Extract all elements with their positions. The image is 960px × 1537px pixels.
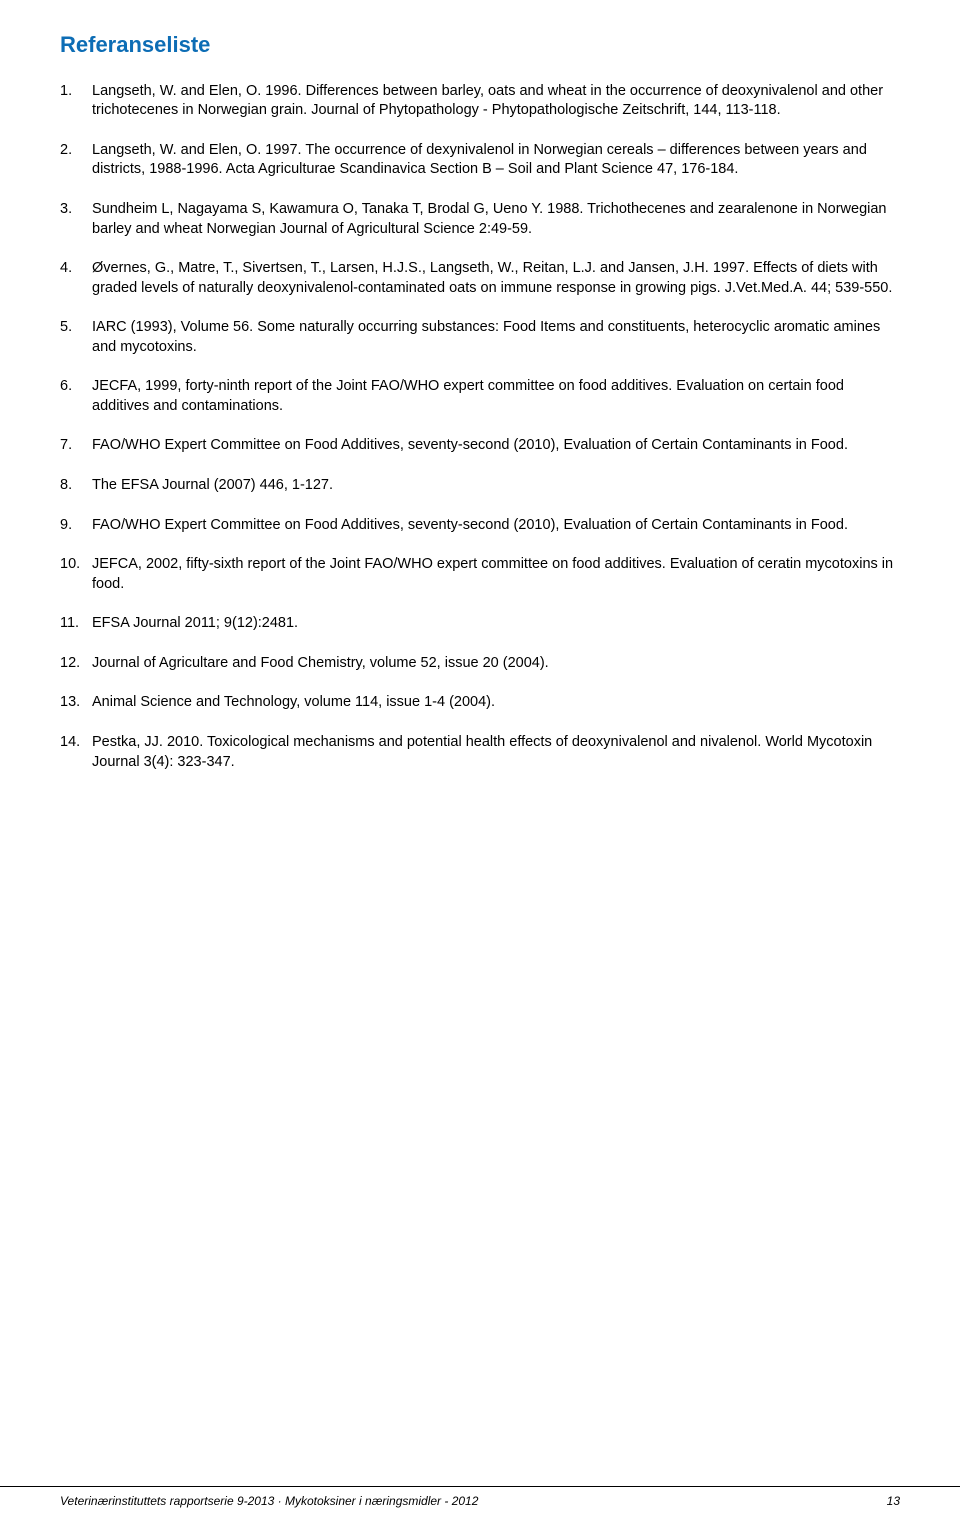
list-item: 11. EFSA Journal 2011; 9(12):2481. [60, 614, 900, 634]
list-item: 1. Langseth, W. and Elen, O. 1996. Diffe… [60, 82, 900, 121]
list-item: 8. The EFSA Journal (2007) 446, 1-127. [60, 476, 900, 496]
reference-text: JECFA, 1999, forty-ninth report of the J… [92, 377, 900, 416]
footer-left-text: Veterinærinstituttets rapportserie 9-201… [60, 1493, 478, 1509]
reference-number: 6. [60, 377, 92, 416]
page-footer: Veterinærinstituttets rapportserie 9-201… [0, 1486, 960, 1509]
reference-number: 12. [60, 654, 92, 674]
reference-text: JEFCA, 2002, fifty-sixth report of the J… [92, 555, 900, 594]
reference-text: Animal Science and Technology, volume 11… [92, 693, 900, 713]
page-title: Referanseliste [60, 30, 900, 60]
list-item: 4. Øvernes, G., Matre, T., Sivertsen, T.… [60, 259, 900, 298]
list-item: 5. IARC (1993), Volume 56. Some naturall… [60, 318, 900, 357]
reference-text: EFSA Journal 2011; 9(12):2481. [92, 614, 900, 634]
list-item: 7. FAO/WHO Expert Committee on Food Addi… [60, 436, 900, 456]
list-item: 10. JEFCA, 2002, fifty-sixth report of t… [60, 555, 900, 594]
reference-text: The EFSA Journal (2007) 446, 1-127. [92, 476, 900, 496]
reference-number: 9. [60, 516, 92, 536]
reference-list: 1. Langseth, W. and Elen, O. 1996. Diffe… [60, 82, 900, 772]
list-item: 6. JECFA, 1999, forty-ninth report of th… [60, 377, 900, 416]
reference-number: 3. [60, 200, 92, 239]
list-item: 12. Journal of Agricultare and Food Chem… [60, 654, 900, 674]
reference-number: 1. [60, 82, 92, 121]
reference-number: 13. [60, 693, 92, 713]
reference-text: FAO/WHO Expert Committee on Food Additiv… [92, 436, 900, 456]
reference-text: Langseth, W. and Elen, O. 1996. Differen… [92, 82, 900, 121]
reference-number: 10. [60, 555, 92, 594]
reference-text: Langseth, W. and Elen, O. 1997. The occu… [92, 141, 900, 180]
reference-number: 14. [60, 733, 92, 772]
list-item: 14. Pestka, JJ. 2010. Toxicological mech… [60, 733, 900, 772]
reference-text: Journal of Agricultare and Food Chemistr… [92, 654, 900, 674]
reference-text: FAO/WHO Expert Committee on Food Additiv… [92, 516, 900, 536]
list-item: 13. Animal Science and Technology, volum… [60, 693, 900, 713]
reference-text: Sundheim L, Nagayama S, Kawamura O, Tana… [92, 200, 900, 239]
list-item: 2. Langseth, W. and Elen, O. 1997. The o… [60, 141, 900, 180]
reference-number: 5. [60, 318, 92, 357]
reference-number: 4. [60, 259, 92, 298]
reference-text: Pestka, JJ. 2010. Toxicological mechanis… [92, 733, 900, 772]
list-item: 3. Sundheim L, Nagayama S, Kawamura O, T… [60, 200, 900, 239]
reference-number: 8. [60, 476, 92, 496]
reference-number: 11. [60, 614, 92, 634]
reference-number: 7. [60, 436, 92, 456]
reference-number: 2. [60, 141, 92, 180]
list-item: 9. FAO/WHO Expert Committee on Food Addi… [60, 516, 900, 536]
reference-text: Øvernes, G., Matre, T., Sivertsen, T., L… [92, 259, 900, 298]
page-number: 13 [887, 1493, 900, 1509]
reference-text: IARC (1993), Volume 56. Some naturally o… [92, 318, 900, 357]
